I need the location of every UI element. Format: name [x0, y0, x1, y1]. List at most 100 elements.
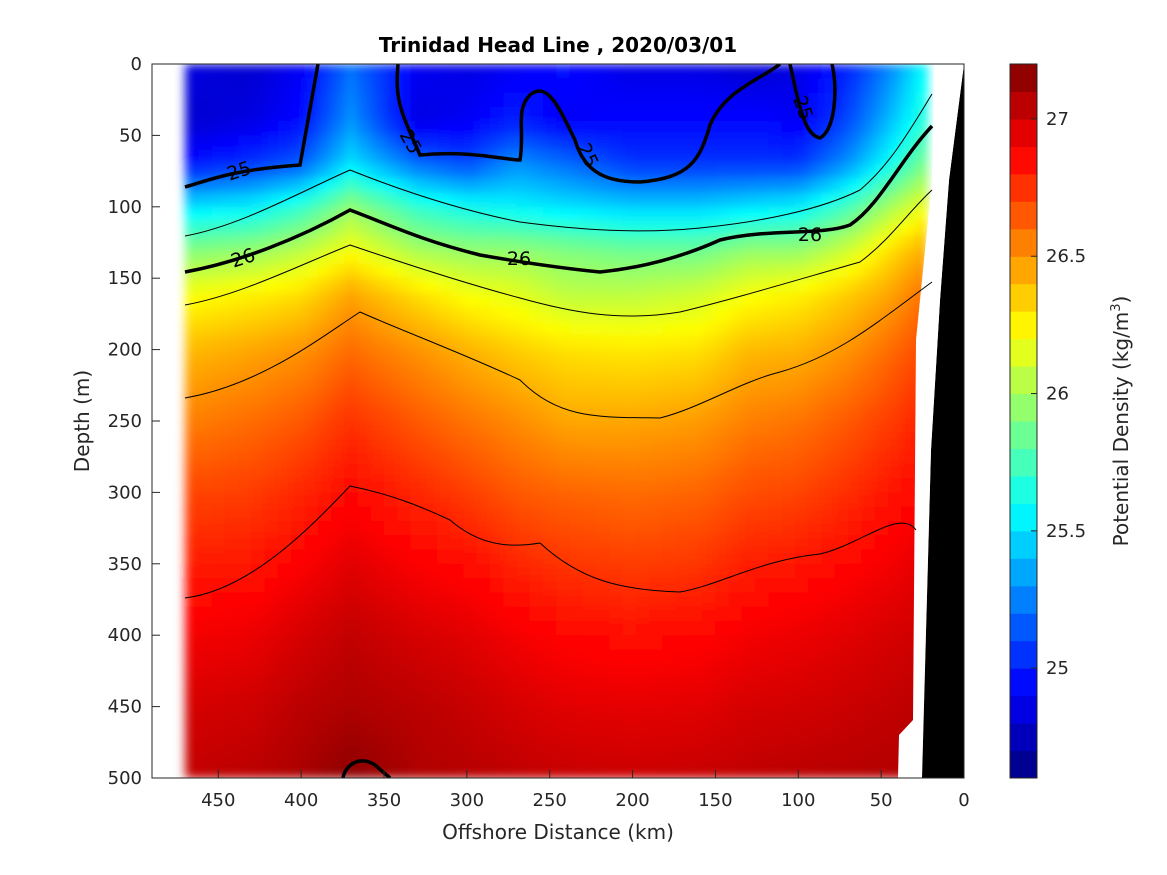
density-cell	[490, 492, 504, 508]
colorbar-band	[1010, 613, 1037, 642]
density-cell	[609, 278, 624, 294]
density-cell	[887, 678, 902, 693]
density-cell	[277, 206, 292, 222]
density-cell	[264, 363, 279, 379]
density-cell	[344, 649, 359, 665]
density-cell	[755, 578, 770, 593]
density-cell	[768, 663, 783, 679]
density-cell	[410, 663, 425, 679]
density-cell	[861, 563, 876, 579]
density-cell	[848, 78, 862, 94]
y-tick-label: 300	[108, 482, 142, 503]
density-cell	[781, 549, 796, 565]
density-cell	[688, 592, 703, 608]
density-cell	[357, 335, 372, 351]
density-cell	[914, 78, 929, 94]
density-cell	[755, 735, 770, 751]
density-cell	[317, 635, 332, 651]
density-cell	[251, 192, 266, 208]
density-cell	[741, 64, 756, 79]
colorbar-frame	[1009, 63, 1038, 779]
density-cell	[331, 692, 345, 708]
density-cell	[463, 463, 478, 479]
density-cell	[821, 378, 836, 394]
colorbar-band	[1010, 475, 1037, 504]
density-cell	[331, 235, 345, 251]
density-cell	[556, 563, 571, 579]
density-cell	[476, 164, 491, 179]
density-cell	[808, 620, 823, 636]
density-cell	[635, 592, 650, 608]
density-cell	[861, 592, 876, 608]
density-cell	[556, 378, 571, 394]
density-cell	[211, 663, 226, 679]
density-cell	[437, 506, 451, 522]
density-cell	[887, 735, 902, 751]
density-cell	[238, 92, 253, 108]
density-cell	[662, 378, 677, 394]
density-cell	[277, 121, 292, 136]
density-cell	[198, 135, 213, 151]
density-cell	[808, 378, 823, 394]
density-cell	[543, 363, 557, 379]
density-cell	[688, 249, 703, 265]
density-cell	[609, 720, 624, 736]
density-cell	[344, 235, 359, 251]
density-cell	[543, 749, 557, 765]
density-cell	[874, 578, 889, 593]
density-cell	[569, 192, 584, 208]
density-cell	[596, 463, 610, 479]
density-cell	[821, 692, 836, 708]
density-cell	[437, 406, 451, 422]
density-cell	[516, 706, 531, 722]
density-cell	[543, 278, 557, 294]
density-cell	[675, 463, 690, 479]
density-cell	[715, 406, 730, 422]
density-cell	[224, 363, 239, 379]
density-cell	[423, 592, 438, 608]
density-cell	[291, 592, 306, 608]
density-cell	[264, 221, 279, 236]
density-cell	[596, 121, 610, 136]
density-cell	[848, 421, 862, 436]
y-tick-label: 50	[119, 125, 142, 146]
x-tick-label: 150	[698, 790, 732, 811]
density-cell	[476, 121, 491, 136]
density-cell	[357, 492, 372, 508]
density-cell	[211, 749, 226, 765]
density-cell	[848, 478, 862, 493]
density-cell	[861, 649, 876, 665]
density-cell	[569, 592, 584, 608]
density-cell	[211, 135, 226, 151]
density-cell	[702, 363, 717, 379]
density-cell	[649, 78, 663, 94]
density-cell	[808, 606, 823, 622]
density-cell	[423, 378, 438, 394]
density-cell	[476, 363, 491, 379]
x-axis: 450 400 350 300 250 200 150 100 50 0	[201, 770, 970, 811]
density-cell	[609, 221, 624, 236]
density-cell	[887, 578, 902, 593]
density-cell	[291, 178, 306, 194]
density-cell	[238, 663, 253, 679]
density-cell	[384, 735, 398, 751]
density-cell	[450, 549, 465, 565]
density-cell	[357, 563, 372, 579]
density-cell	[211, 463, 226, 479]
density-cell	[304, 378, 319, 394]
density-cell	[741, 649, 756, 665]
density-cell	[185, 235, 199, 251]
density-cell	[543, 620, 557, 636]
density-cell	[808, 563, 823, 579]
density-cell	[715, 421, 730, 436]
density-cell	[291, 678, 306, 693]
density-cell	[450, 421, 465, 436]
density-cell	[609, 349, 624, 365]
density-cell	[198, 463, 213, 479]
density-cell	[702, 735, 717, 751]
density-cell	[622, 135, 637, 151]
density-cell	[622, 478, 637, 493]
density-cell	[821, 178, 836, 194]
contour-label-26-c: 26	[798, 224, 822, 246]
density-cell	[622, 649, 637, 665]
